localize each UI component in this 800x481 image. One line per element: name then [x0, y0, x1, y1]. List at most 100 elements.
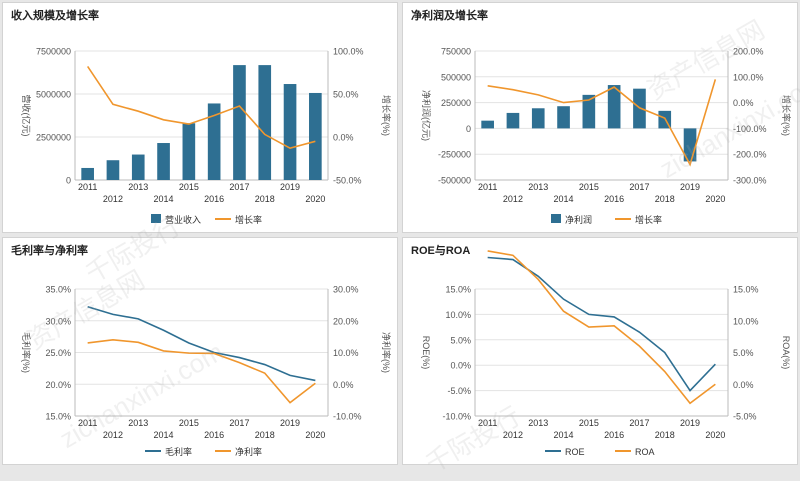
y-right-tick-label: 5.0%	[733, 348, 754, 358]
legend-label: 增长率	[635, 214, 662, 225]
x-tick-label: 2012	[503, 194, 523, 204]
y-right-tick-label: 0.0%	[733, 98, 754, 108]
margins-chart: 15.0% 20.0% 25.0% 30.0% 35.0% -10.0% 0.0% 10.0%…	[21, 285, 392, 458]
bar	[582, 94, 596, 129]
x-tick-label: 2020	[305, 194, 325, 204]
x-tick-label: 2014	[154, 194, 174, 204]
x-tick-label: 2013	[528, 418, 548, 428]
y-right-axis-title: ROA(%)	[781, 336, 791, 370]
x-tick-label: 2016	[604, 194, 624, 204]
x-tick-label: 2011	[78, 418, 97, 428]
x-tick-label: 2019	[280, 182, 300, 192]
x-tick-label: 2015	[179, 182, 199, 192]
bar	[106, 160, 120, 180]
y-left-tick-label: 0.0%	[450, 361, 471, 371]
revenue-panel: 收入规模及增长率 0 2500000 5000000 7500000 -50.0% 0.0…	[2, 2, 398, 233]
legend-label: 净利率	[235, 446, 262, 457]
legend-label: ROA	[635, 447, 655, 457]
panel-title: 收入规模及增长率	[11, 10, 99, 22]
y-left-axis-title: 营收(亿元)	[21, 95, 32, 137]
y-left-tick-label: 500000	[441, 72, 471, 82]
y-left-tick-label: 20.0%	[45, 380, 71, 390]
y-left-tick-label: 30.0%	[45, 316, 71, 326]
bar	[182, 123, 196, 180]
legend-label: 净利润	[565, 214, 592, 225]
y-right-tick-label: 200.0%	[733, 47, 764, 57]
x-tick-label: 2015	[179, 418, 199, 428]
y-left-tick-label: 5.0%	[450, 335, 471, 345]
y-right-tick-label: 0.0%	[333, 133, 354, 143]
x-tick-label: 2019	[680, 182, 700, 192]
x-tick-label: 2011	[478, 182, 497, 192]
y-right-tick-label: 20.0%	[333, 316, 359, 326]
x-tick-label: 2015	[579, 418, 599, 428]
series-left-line	[87, 306, 316, 382]
bar	[207, 103, 221, 180]
bar	[607, 85, 621, 129]
x-tick-label: 2016	[604, 430, 624, 440]
y-left-tick-label: 250000	[441, 98, 471, 108]
bar	[531, 108, 545, 129]
y-left-axis-title: ROE(%)	[421, 336, 431, 370]
x-tick-label: 2019	[280, 418, 300, 428]
y-left-tick-label: 2500000	[36, 133, 71, 143]
x-tick-label: 2013	[128, 182, 148, 192]
y-left-tick-label: -500000	[438, 176, 471, 186]
y-left-tick-label: 10.0%	[445, 310, 471, 320]
x-tick-label: 2018	[655, 194, 675, 204]
x-tick-label: 2017	[629, 418, 649, 428]
y-right-tick-label: 10.0%	[333, 348, 359, 358]
y-right-tick-label: -5.0%	[733, 412, 757, 422]
y-right-tick-label: 100.0%	[733, 72, 764, 82]
y-left-tick-label: -10.0%	[442, 412, 471, 422]
x-tick-label: 2018	[655, 430, 675, 440]
legend-swatch	[151, 214, 161, 223]
y-right-tick-label: 0.0%	[733, 380, 754, 390]
y-right-tick-label: 50.0%	[333, 90, 359, 100]
y-right-tick-label: -50.0%	[333, 176, 362, 186]
legend-label: 增长率	[235, 214, 262, 225]
y-left-tick-label: 15.0%	[45, 412, 71, 422]
y-left-tick-label: 7500000	[36, 47, 71, 57]
y-right-tick-label: 30.0%	[333, 285, 359, 295]
growth-line	[86, 66, 316, 150]
panel-title: 净利润及增长率	[411, 10, 488, 22]
y-right-tick-label: 15.0%	[733, 285, 759, 295]
y-right-tick-label: -200.0%	[733, 150, 767, 160]
bar	[233, 65, 246, 180]
x-tick-label: 2012	[103, 194, 123, 204]
x-tick-label: 2017	[229, 182, 249, 192]
x-tick-label: 2012	[503, 430, 523, 440]
x-tick-label: 2011	[78, 182, 97, 192]
x-tick-label: 2019	[680, 418, 700, 428]
margins-panel: 毛利率与净利率 15.0% 20.0% 25.0% 30.0% 35.0% -10.0% 0…	[2, 237, 398, 465]
x-tick-label: 2020	[705, 430, 725, 440]
bar	[481, 120, 494, 129]
legend-label: ROE	[565, 447, 585, 457]
bar	[506, 112, 520, 129]
panel-title: 毛利率与净利率	[11, 245, 88, 257]
bar	[81, 167, 94, 180]
bar	[131, 154, 145, 180]
x-tick-label: 2020	[705, 194, 725, 204]
x-tick-label: 2011	[478, 418, 497, 428]
y-right-tick-label: 10.0%	[733, 316, 759, 326]
x-tick-label: 2016	[204, 430, 224, 440]
y-right-tick-label: -100.0%	[733, 124, 767, 134]
legend-label: 营业收入	[165, 214, 201, 225]
y-right-axis-title: 增长率(%)	[781, 95, 792, 136]
growth-line	[487, 79, 717, 167]
x-tick-label: 2017	[629, 182, 649, 192]
series-left-line	[487, 256, 716, 392]
x-tick-label: 2020	[305, 430, 325, 440]
y-left-tick-label: 750000	[441, 47, 471, 57]
y-left-tick-label: 35.0%	[45, 285, 71, 295]
y-right-tick-label: 100.0%	[333, 47, 364, 57]
y-right-tick-label: -10.0%	[333, 412, 362, 422]
x-tick-label: 2018	[255, 430, 275, 440]
roe-roa-chart: -10.0% -5.0% 0.0% 5.0% 10.0% 15.0% -5.0% 0.0% 5.…	[421, 250, 791, 457]
x-tick-label: 2014	[554, 194, 574, 204]
x-tick-label: 2013	[128, 418, 148, 428]
y-right-axis-title: 净利率(%)	[381, 332, 392, 373]
y-left-tick-label: 0	[66, 176, 71, 186]
